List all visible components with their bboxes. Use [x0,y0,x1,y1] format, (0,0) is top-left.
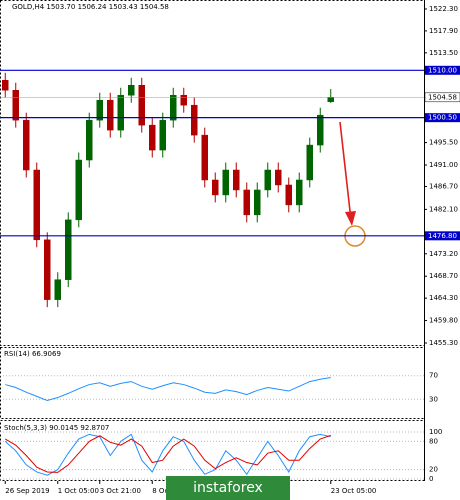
y-tick-label: 1517.90 [429,27,458,35]
candle-body [2,80,9,91]
candle-body [317,114,324,146]
arrow-head [345,211,356,226]
candle-body [296,179,303,206]
candle-body [233,169,240,191]
candle-body [138,85,145,126]
header: GOLD,H4 1503.70 1506.24 1503.43 1504.58 [12,3,169,11]
candle-body [306,144,313,181]
level-box [425,113,460,123]
level-box [425,65,460,75]
y-tick-label: 1468.70 [429,272,458,280]
candle-body [191,104,198,136]
candle-body [12,89,19,121]
indicator-line [5,377,331,402]
candle-body [54,279,61,300]
y-tick-label: 70 [429,372,438,380]
level-label: 1476.80 [428,232,457,240]
candle-body [23,119,30,171]
last-price-label: 1504.58 [428,93,457,101]
rsi-panel [0,347,425,419]
candle-body [159,119,166,151]
candle-body [243,189,250,216]
watermark-box [166,476,290,500]
candle-body [201,134,208,181]
candle-body [33,169,40,241]
x-tick-label: 26 Sep 2019 [5,487,49,495]
candle-body [149,124,156,151]
candle-body [327,97,334,102]
y-tick-label: 1473.20 [429,250,458,258]
y-tick-label: 1522.30 [429,5,458,13]
y-tick-label: 100 [429,428,442,436]
stoch-title: Stoch(5,3,3) 90.0145 92.8707 [4,424,109,432]
y-tick-label: 1459.80 [429,317,458,325]
level-label: 1500.50 [428,114,457,122]
candle-body [264,169,271,191]
last-price-box [424,92,460,103]
x-tick-label: 1 Oct 05:00 [58,487,99,495]
candle-body [96,99,103,121]
y-tick-label: 1495.50 [429,139,458,147]
y-tick-label: 30 [429,395,438,403]
arrow [339,121,352,221]
candle-body [212,179,219,196]
y-tick-label: 80 [429,437,438,445]
x-tick-label: 23 Oct 05:00 [331,487,377,495]
y-tick-label: 1513.50 [429,49,458,57]
watermark: instaforex [193,480,263,496]
candle-body [107,99,114,131]
candle-body [86,119,93,161]
candle-body [222,169,229,196]
level-label: 1510.00 [428,66,457,74]
y-tick-label: 1482.10 [429,205,458,213]
rsi-title: RSI(14) 66.9069 [4,350,61,358]
candle-body [180,94,187,106]
y-tick-label: 1464.30 [429,294,458,302]
candle-body [128,85,135,96]
candle-body [275,169,282,186]
y-tick-label: 20 [429,466,438,474]
indicator-line [4,434,331,473]
candle-body [65,219,72,280]
candle-body [254,189,261,216]
main-panel [0,0,425,346]
candle-body [117,94,124,131]
y-tick-label: 0 [429,475,433,483]
indicator-line [4,433,331,476]
candle-body [285,184,292,206]
x-tick-label: 3 Oct 21:00 [100,487,141,495]
candle-body [170,94,177,121]
level-box [425,231,460,241]
candle-body [44,239,51,300]
y-tick-label: 1491.00 [429,161,458,169]
y-tick-label: 1455.30 [429,339,458,347]
candle-body [75,159,82,221]
y-tick-label: 1486.70 [429,182,458,190]
